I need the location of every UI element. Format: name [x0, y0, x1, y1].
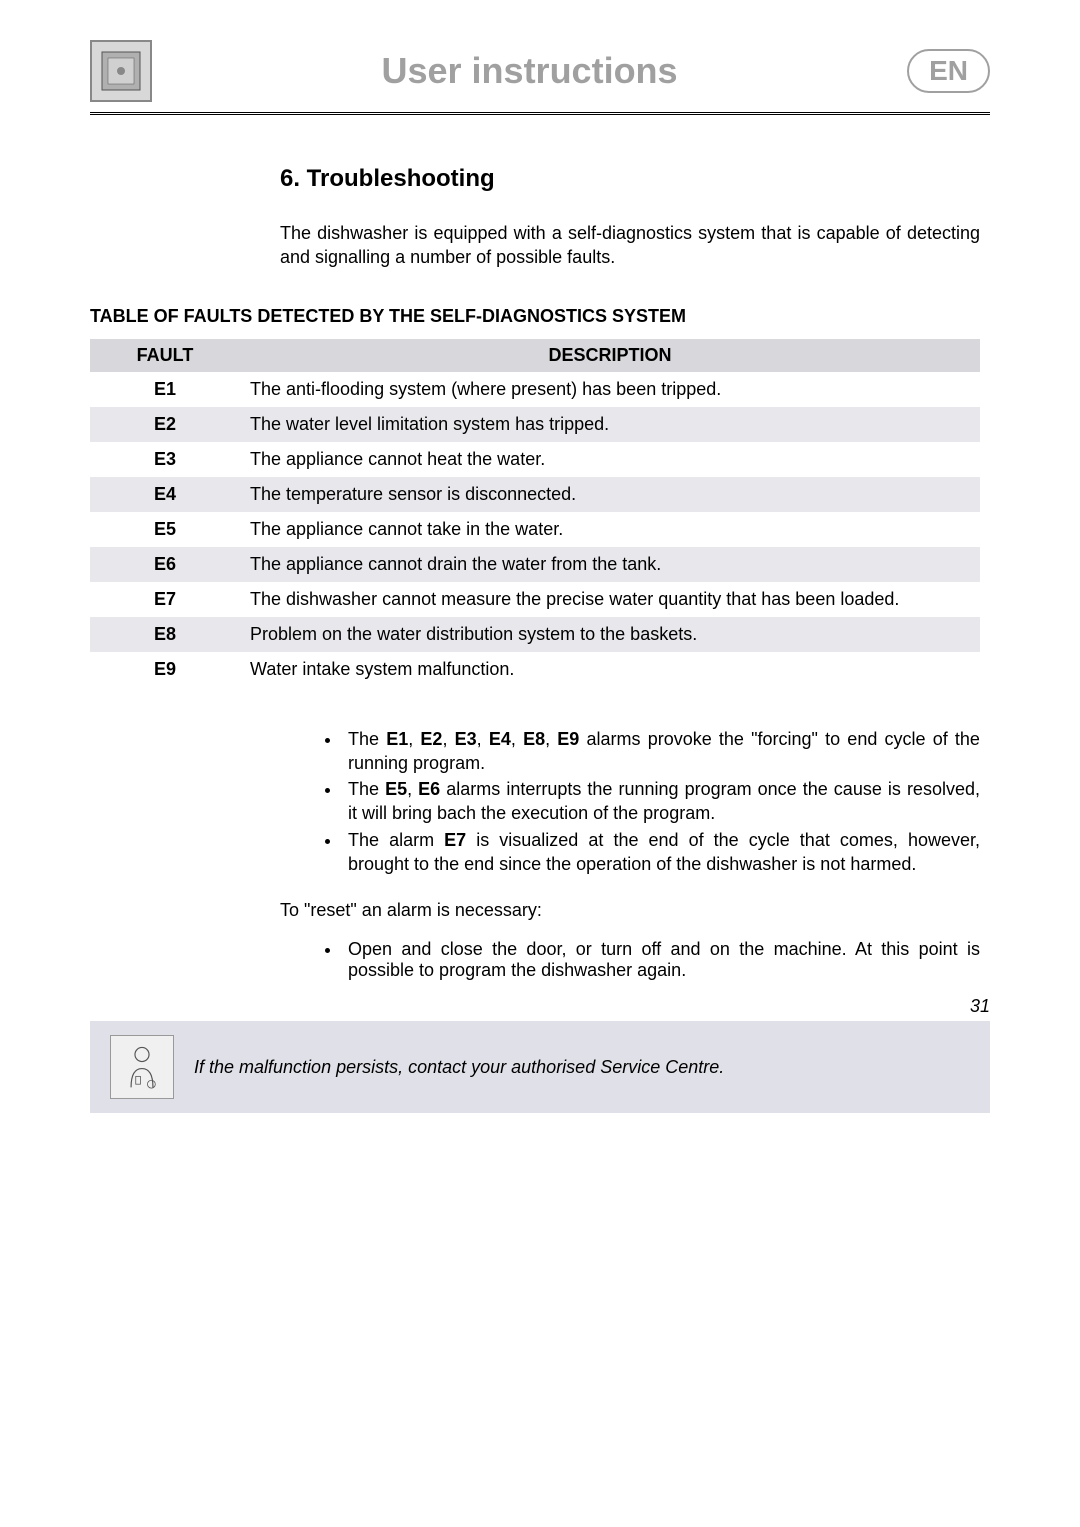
list-item: Open and close the door, or turn off and… [342, 939, 980, 981]
reset-instruction: To "reset" an alarm is necessary: [280, 900, 980, 921]
table-row: E3The appliance cannot heat the water. [90, 442, 980, 477]
fault-code: E4 [90, 477, 240, 512]
table-row: E5The appliance cannot take in the water… [90, 512, 980, 547]
fault-description: The appliance cannot drain the water fro… [240, 547, 980, 582]
fault-description: Problem on the water distribution system… [240, 617, 980, 652]
fault-table: FAULT DESCRIPTION E1The anti-flooding sy… [90, 339, 980, 687]
fault-description: The appliance cannot heat the water. [240, 442, 980, 477]
fault-code: E3 [90, 442, 240, 477]
list-item: The alarm E7 is visualized at the end of… [342, 828, 980, 877]
fault-description: The appliance cannot take in the water. [240, 512, 980, 547]
fault-description: The temperature sensor is disconnected. [240, 477, 980, 512]
header-title: User instructions [152, 50, 907, 92]
warning-box: If the malfunction persists, contact you… [90, 1021, 990, 1113]
fault-code: E5 [90, 512, 240, 547]
language-badge: EN [907, 49, 990, 93]
table-row: E1The anti-flooding system (where presen… [90, 372, 980, 407]
fault-description: The anti-flooding system (where present)… [240, 372, 980, 407]
fault-code: E1 [90, 372, 240, 407]
fault-code: E8 [90, 617, 240, 652]
table-title: TABLE OF FAULTS DETECTED BY THE SELF-DIA… [90, 306, 980, 327]
list-item: The E1, E2, E3, E4, E8, E9 alarms provok… [342, 727, 980, 776]
product-icon [90, 40, 152, 102]
table-row: E7The dishwasher cannot measure the prec… [90, 582, 980, 617]
header-rule [90, 112, 990, 113]
table-row: E4The temperature sensor is disconnected… [90, 477, 980, 512]
table-header-row: FAULT DESCRIPTION [90, 339, 980, 372]
list-item: The E5, E6 alarms interrupts the running… [342, 777, 980, 826]
page-number: 31 [970, 996, 990, 1017]
fault-code: E7 [90, 582, 240, 617]
table-row: E6The appliance cannot drain the water f… [90, 547, 980, 582]
table-row: E2The water level limitation system has … [90, 407, 980, 442]
fault-code: E9 [90, 652, 240, 687]
col-fault: FAULT [90, 339, 240, 372]
reset-steps-list: Open and close the door, or turn off and… [320, 939, 980, 981]
fault-description: Water intake system malfunction. [240, 652, 980, 687]
table-row: E9Water intake system malfunction. [90, 652, 980, 687]
fault-description: The dishwasher cannot measure the precis… [240, 582, 980, 617]
table-row: E8Problem on the water distribution syst… [90, 617, 980, 652]
alarm-notes-list: The E1, E2, E3, E4, E8, E9 alarms provok… [320, 727, 980, 877]
warning-text: If the malfunction persists, contact you… [194, 1057, 724, 1078]
dishwasher-icon [96, 46, 146, 96]
header-thin-rule [90, 114, 990, 115]
fault-code: E2 [90, 407, 240, 442]
section-intro: The dishwasher is equipped with a self-d… [280, 221, 980, 270]
page-header: User instructions EN [90, 40, 990, 110]
fault-code: E6 [90, 547, 240, 582]
col-description: DESCRIPTION [240, 339, 980, 372]
fault-description: The water level limitation system has tr… [240, 407, 980, 442]
service-person-icon [110, 1035, 174, 1099]
section-heading: 6. Troubleshooting [280, 165, 980, 193]
